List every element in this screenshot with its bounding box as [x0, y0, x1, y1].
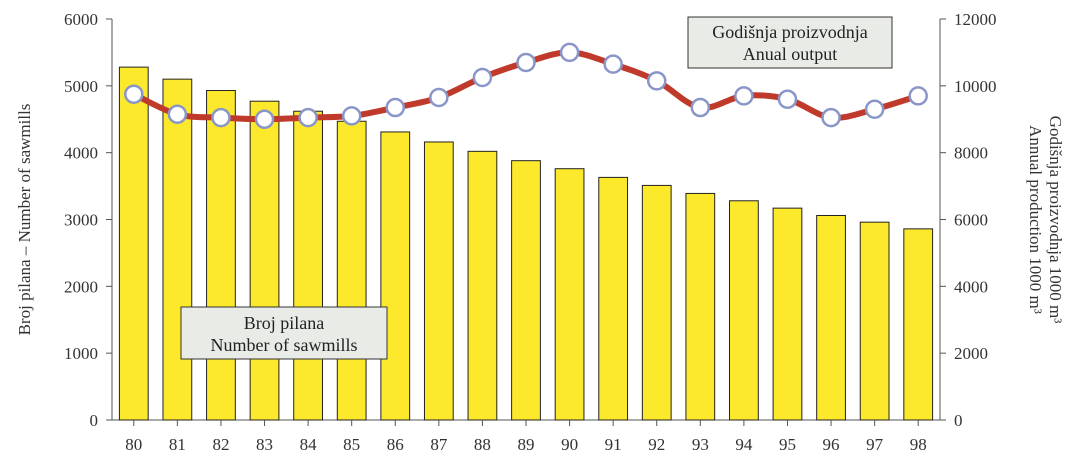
right-tick-label: 0 — [954, 411, 963, 430]
bar-94 — [729, 200, 759, 421]
x-tick-label: 91 — [605, 435, 622, 454]
bar-91 — [598, 176, 629, 421]
line-markers — [124, 42, 928, 129]
x-tick-label: 96 — [823, 435, 840, 454]
bar-90 — [554, 168, 585, 421]
output-point-89 — [516, 52, 536, 73]
left-tick-label: 1000 — [64, 344, 98, 363]
bar-88 — [467, 150, 498, 421]
right-tick-label: 10000 — [954, 77, 997, 96]
output-point-93 — [690, 97, 711, 118]
right-axis-title-line2: Annual production 1000 m³ — [1026, 125, 1045, 314]
tick-labels: 80 81 82 83 84 85 86 87 88 89 90 91 92 93 94 95 96 97 98 0 1… — [64, 10, 997, 454]
x-tick-label: 88 — [474, 435, 491, 454]
output-point-80 — [124, 84, 144, 104]
bar-series — [118, 66, 934, 421]
x-tick-label: 81 — [169, 435, 186, 454]
output-point-98 — [908, 86, 928, 106]
output-point-94 — [734, 86, 754, 106]
left-tick-label: 4000 — [64, 144, 98, 163]
x-tick-label: 83 — [256, 435, 273, 454]
bar-80 — [118, 66, 149, 421]
line-annotation-rect — [687, 16, 893, 69]
x-tick-label: 85 — [343, 435, 360, 454]
bar-annotation-line1: Broj pilana — [244, 313, 324, 333]
right-tick-label: 6000 — [954, 211, 988, 230]
bar-84 — [293, 110, 323, 421]
bar-96 — [816, 214, 846, 421]
right-tick-label: 4000 — [954, 277, 988, 296]
bar-89 — [511, 160, 541, 421]
bar-annotation-line2: Number of sawmills — [211, 335, 358, 355]
bar-98 — [903, 228, 934, 421]
left-tick-label: 0 — [90, 411, 99, 430]
right-tick-label: 12000 — [954, 10, 997, 29]
line-annotation-line2: Anual output — [743, 44, 838, 64]
bar-92 — [641, 184, 672, 421]
x-tick-label: 93 — [692, 435, 709, 454]
output-point-90 — [559, 42, 580, 63]
line-annotation-box: Godišnja proizvodnja Anual output — [687, 16, 893, 69]
bar-annotation-box: Broj pilana Number of sawmills — [180, 306, 388, 360]
left-tick-label: 5000 — [64, 77, 98, 96]
bar-82 — [206, 90, 236, 421]
x-tick-label: 87 — [430, 435, 448, 454]
x-tick-label: 90 — [561, 435, 578, 454]
x-tick-label: 95 — [779, 435, 796, 454]
left-axis-title: Broj pilana – Number of sawmills — [15, 104, 34, 336]
right-tick-label: 2000 — [954, 344, 988, 363]
output-point-84 — [298, 107, 318, 128]
output-point-87 — [429, 87, 449, 108]
output-point-83 — [254, 109, 275, 129]
x-tick-label: 97 — [866, 435, 884, 454]
right-axis-title-line1: Godišnja proizvodnja 1000 m³ — [1046, 116, 1065, 324]
bar-85 — [336, 120, 367, 421]
x-tick-label: 89 — [518, 435, 535, 454]
bar-95 — [772, 207, 803, 421]
x-tick-label: 98 — [910, 435, 927, 454]
bar-81 — [162, 78, 193, 421]
x-tick-label: 84 — [300, 435, 318, 454]
left-tick-label: 6000 — [64, 10, 98, 29]
output-point-91 — [603, 54, 623, 74]
x-tick-label: 80 — [125, 435, 142, 454]
x-tick-label: 94 — [735, 435, 753, 454]
output-point-95 — [777, 89, 798, 109]
x-tick-label: 86 — [387, 435, 404, 454]
output-point-92 — [646, 71, 667, 91]
output-point-86 — [385, 97, 406, 118]
bar-87 — [423, 141, 454, 421]
left-tick-label: 3000 — [64, 211, 98, 230]
bar-annotation-rect — [180, 306, 388, 360]
left-tick-label: 2000 — [64, 277, 98, 296]
bar-83 — [249, 100, 280, 421]
bar-86 — [380, 131, 411, 421]
output-point-81 — [167, 104, 188, 124]
right-tick-label: 8000 — [954, 144, 988, 163]
output-point-82 — [211, 107, 231, 128]
x-tick-label: 92 — [648, 435, 665, 454]
bar-93 — [685, 192, 716, 421]
line-annotation-line1: Godišnja proizvodnja — [712, 22, 867, 42]
bar-97 — [859, 221, 890, 421]
output-point-97 — [864, 99, 885, 119]
x-tick-label: 82 — [212, 435, 229, 454]
output-point-85 — [341, 106, 362, 126]
output-point-96 — [821, 107, 841, 128]
output-point-88 — [472, 67, 493, 88]
